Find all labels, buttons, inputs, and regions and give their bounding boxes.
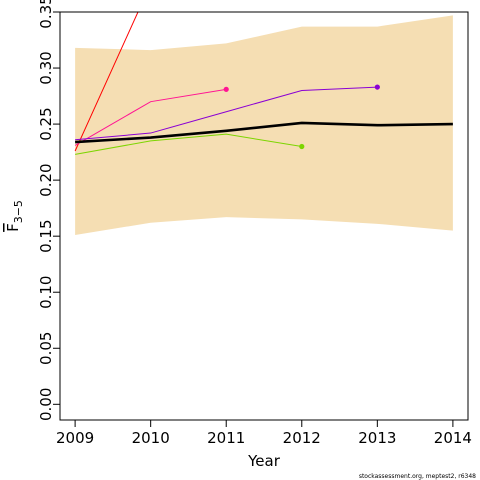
retro-series-line-1 [74,12,139,152]
y-axis-label-main: F [4,223,22,232]
svg-text:F3−5: F3−5 [4,200,25,232]
x-tick-label-2013: 2013 [358,429,396,447]
confidence-band [75,15,453,236]
footnote: stockassessment.org, meptest2, r6348 [359,473,476,480]
x-tick-label-2010: 2010 [132,429,170,447]
y-tick-label-0.35: 0.35 [37,0,55,29]
series-layer [74,12,453,155]
retro-series-line-3 [75,133,302,155]
retro-series-endpoint-3 [299,143,305,150]
confidence-band-layer [75,15,453,236]
x-tick-label-2011: 2011 [207,429,245,447]
x-tick-label-2012: 2012 [283,429,321,447]
y-tick-label-0.20: 0.20 [37,163,55,196]
retro-series-endpoint-2 [223,86,229,92]
retro-series-line-4 [75,86,378,141]
y-axis-label-subscript: 3−5 [12,200,25,223]
x-tick-label-2014: 2014 [434,429,472,447]
main-series-line [75,121,453,144]
retro-series-endpoint-4 [374,84,380,90]
y-tick-label-0.15: 0.15 [37,219,55,252]
axis-layer: 2009 2010 2011 2012 2013 2014 0.00 0.05 0.10 0.15… [37,0,472,447]
y-tick-label-0.10: 0.10 [37,276,55,309]
y-axis-label: F3−5 [4,200,25,232]
y-tick-label-0.30: 0.30 [37,51,55,84]
retro-series-line-2 [74,88,227,146]
y-tick-label-0.05: 0.05 [37,332,55,365]
y-tick-label-0.00: 0.00 [37,388,55,421]
x-tick-label-2009: 2009 [56,429,94,447]
y-tick-label-0.25: 0.25 [37,107,55,140]
x-axis-label: Year [247,452,281,470]
